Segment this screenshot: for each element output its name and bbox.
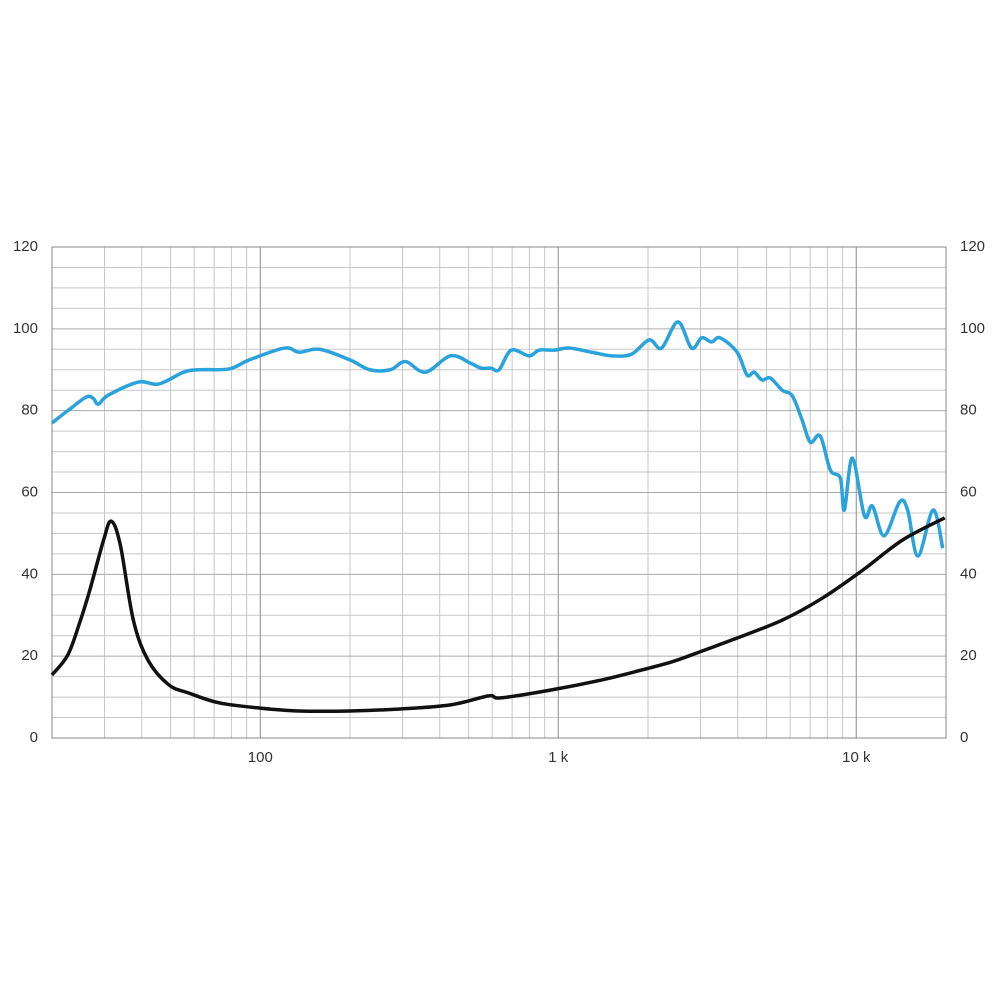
- x-tick-label: 100: [248, 749, 273, 766]
- y2-tick-label: 0: [960, 729, 968, 746]
- series-line: [50, 320, 945, 558]
- plot-frame: [51, 246, 947, 739]
- y2-tick-label: 100: [960, 320, 985, 337]
- y-tick-label: 20: [21, 647, 38, 664]
- y-tick-label: 120: [13, 238, 38, 255]
- y-tick-label: 100: [13, 320, 38, 337]
- y2-tick-label: 40: [960, 565, 977, 582]
- y-tick-label: 0: [30, 729, 38, 746]
- x-tick-label: 10 k: [842, 749, 871, 766]
- y-tick-label: 40: [21, 565, 38, 582]
- y2-tick-label: 20: [960, 647, 977, 664]
- y2-tick-label: 60: [960, 483, 977, 500]
- y2-tick-label: 80: [960, 402, 977, 419]
- x-tick-label: 1 k: [548, 749, 569, 766]
- y-tick-label: 60: [21, 483, 38, 500]
- y-tick-label: 80: [21, 402, 38, 419]
- series-line: [50, 516, 946, 714]
- y2-tick-label: 120: [960, 238, 985, 255]
